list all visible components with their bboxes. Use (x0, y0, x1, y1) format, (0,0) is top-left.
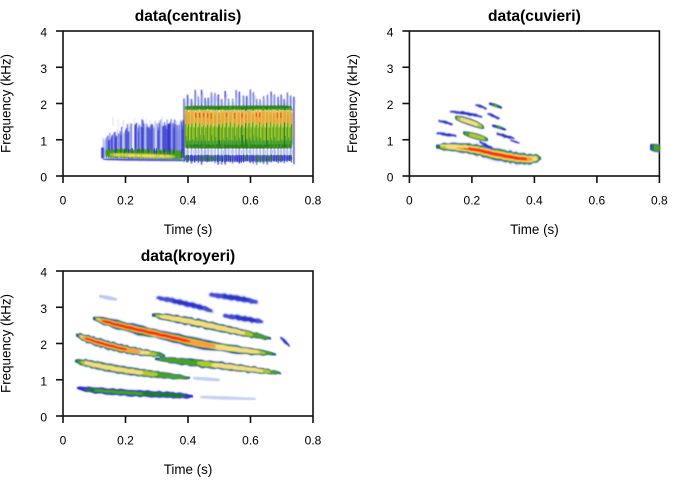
svg-text:0: 0 (40, 411, 47, 425)
svg-text:Frequency (kHz): Frequency (kHz) (0, 294, 14, 393)
svg-text:3: 3 (387, 62, 394, 76)
svg-text:0.6: 0.6 (242, 433, 259, 447)
svg-text:data(cuvieri): data(cuvieri) (488, 8, 581, 25)
svg-text:0.6: 0.6 (242, 193, 259, 207)
svg-text:Time (s): Time (s) (164, 462, 213, 477)
svg-text:0.4: 0.4 (526, 193, 543, 207)
svg-text:0.6: 0.6 (589, 193, 606, 207)
svg-text:2: 2 (40, 98, 47, 112)
svg-text:0.8: 0.8 (305, 193, 322, 207)
svg-text:data(kroyeri): data(kroyeri) (141, 248, 235, 265)
svg-text:4: 4 (40, 26, 47, 40)
svg-text:0.8: 0.8 (305, 433, 322, 447)
svg-text:0: 0 (40, 171, 47, 185)
svg-text:0: 0 (60, 193, 67, 207)
svg-text:0: 0 (406, 193, 413, 207)
svg-text:4: 4 (387, 26, 394, 40)
svg-text:3: 3 (40, 62, 47, 76)
svg-text:0.4: 0.4 (180, 193, 197, 207)
svg-text:data(centralis): data(centralis) (135, 8, 242, 25)
svg-text:0.2: 0.2 (117, 193, 134, 207)
svg-text:1: 1 (40, 374, 47, 388)
svg-text:Frequency (kHz): Frequency (kHz) (345, 54, 360, 153)
svg-text:1: 1 (40, 134, 47, 148)
svg-text:0.8: 0.8 (651, 193, 668, 207)
svg-text:0.2: 0.2 (464, 193, 481, 207)
svg-text:Frequency (kHz): Frequency (kHz) (0, 54, 14, 153)
svg-text:Time (s): Time (s) (164, 222, 213, 237)
svg-text:0: 0 (60, 433, 67, 447)
svg-text:3: 3 (40, 302, 47, 316)
svg-text:0.4: 0.4 (180, 433, 197, 447)
svg-text:2: 2 (40, 338, 47, 352)
svg-text:0.2: 0.2 (117, 433, 134, 447)
svg-text:0: 0 (387, 171, 394, 185)
svg-text:2: 2 (387, 98, 394, 112)
svg-text:Time (s): Time (s) (510, 222, 559, 237)
svg-text:4: 4 (40, 266, 47, 280)
svg-text:1: 1 (387, 134, 394, 148)
